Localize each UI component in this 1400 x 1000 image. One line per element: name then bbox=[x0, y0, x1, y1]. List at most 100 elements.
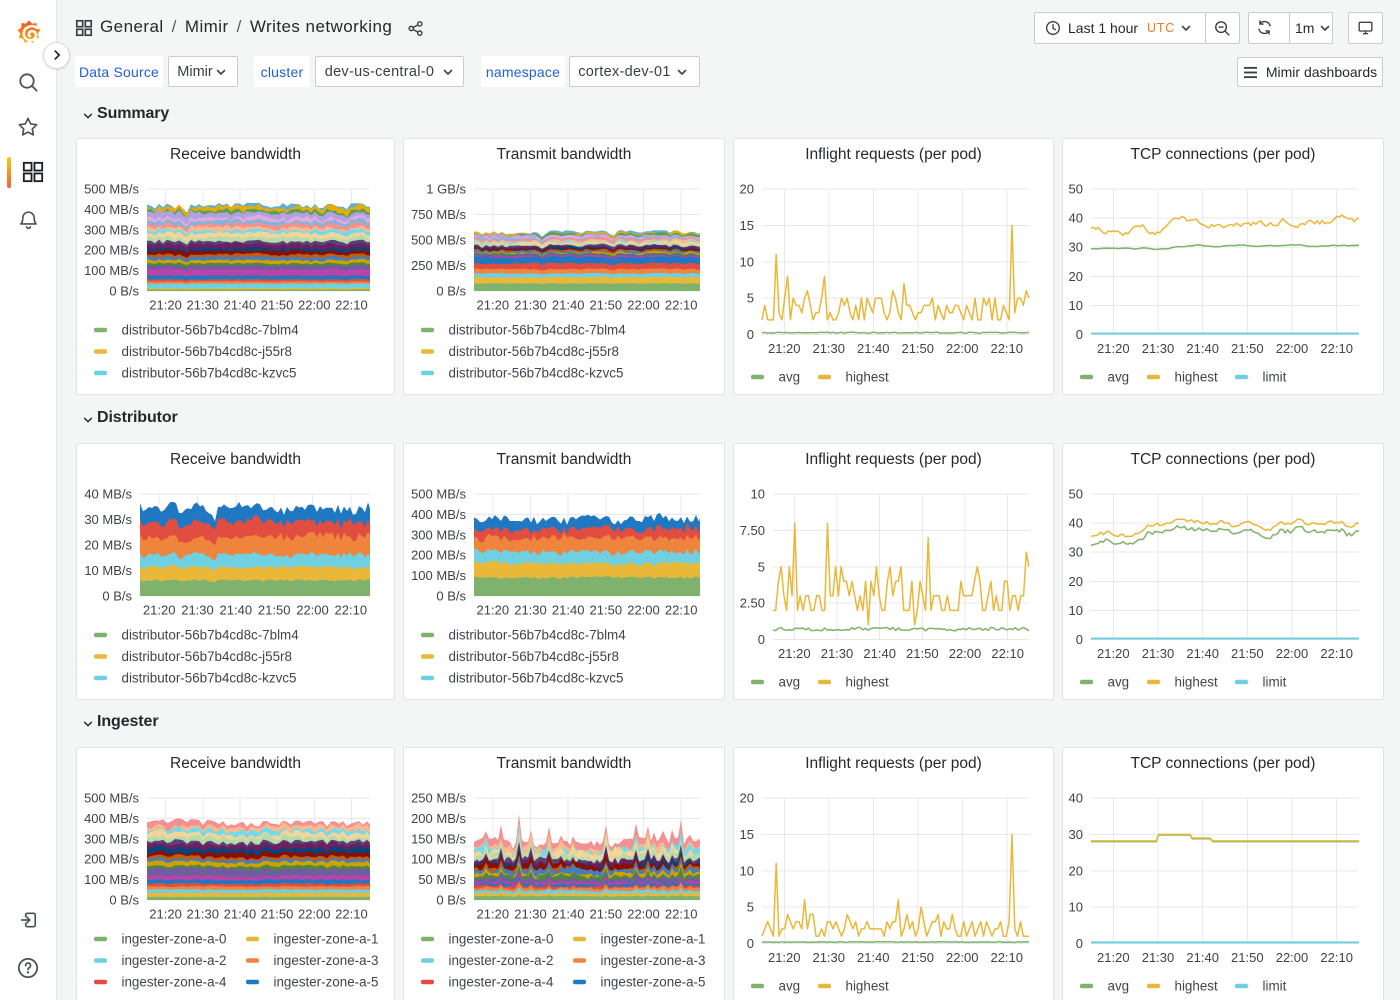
svg-text:21:40: 21:40 bbox=[1186, 950, 1219, 965]
svg-text:22:10: 22:10 bbox=[1320, 341, 1353, 356]
svg-text:22:10: 22:10 bbox=[990, 950, 1023, 965]
svg-text:20 MB/s: 20 MB/s bbox=[84, 538, 132, 553]
svg-text:21:40: 21:40 bbox=[857, 950, 890, 965]
svg-text:21:40: 21:40 bbox=[224, 907, 257, 922]
svg-text:21:20: 21:20 bbox=[768, 341, 801, 356]
svg-text:21:30: 21:30 bbox=[186, 298, 219, 313]
svg-text:21:20: 21:20 bbox=[477, 907, 510, 922]
svg-text:distributor-56b7b4cd8c-j55r8: distributor-56b7b4cd8c-j55r8 bbox=[122, 344, 292, 359]
svg-text:21:20: 21:20 bbox=[768, 950, 801, 965]
svg-text:40: 40 bbox=[1069, 791, 1083, 806]
svg-text:21:50: 21:50 bbox=[258, 603, 291, 618]
svg-text:distributor-56b7b4cd8c-kzvc5: distributor-56b7b4cd8c-kzvc5 bbox=[449, 671, 624, 686]
svg-text:distributor-56b7b4cd8c-7blm4: distributor-56b7b4cd8c-7blm4 bbox=[122, 323, 300, 338]
svg-text:0: 0 bbox=[747, 327, 754, 342]
svg-text:400 MB/s: 400 MB/s bbox=[411, 507, 466, 522]
svg-text:ingester-zone-a-5: ingester-zone-a-5 bbox=[601, 975, 706, 990]
svg-text:100 MB/s: 100 MB/s bbox=[84, 263, 139, 278]
svg-text:21:20: 21:20 bbox=[477, 603, 510, 618]
svg-text:22:10: 22:10 bbox=[665, 603, 698, 618]
svg-text:5: 5 bbox=[747, 900, 754, 915]
svg-text:40: 40 bbox=[1069, 211, 1083, 226]
svg-text:150 MB/s: 150 MB/s bbox=[411, 831, 466, 846]
svg-text:22:10: 22:10 bbox=[991, 646, 1024, 661]
svg-text:distributor-56b7b4cd8c-7blm4: distributor-56b7b4cd8c-7blm4 bbox=[449, 628, 627, 643]
svg-text:distributor-56b7b4cd8c-j55r8: distributor-56b7b4cd8c-j55r8 bbox=[449, 344, 619, 359]
svg-text:21:30: 21:30 bbox=[1142, 950, 1175, 965]
svg-text:21:40: 21:40 bbox=[1186, 341, 1219, 356]
svg-text:22:00: 22:00 bbox=[627, 603, 660, 618]
svg-text:21:50: 21:50 bbox=[906, 646, 939, 661]
svg-text:22:00: 22:00 bbox=[1276, 950, 1309, 965]
svg-text:5: 5 bbox=[758, 559, 765, 574]
svg-text:21:20: 21:20 bbox=[149, 907, 182, 922]
svg-text:distributor-56b7b4cd8c-j55r8: distributor-56b7b4cd8c-j55r8 bbox=[449, 649, 619, 664]
svg-text:ingester-zone-a-3: ingester-zone-a-3 bbox=[601, 953, 706, 968]
svg-text:0: 0 bbox=[1076, 936, 1083, 951]
svg-text:21:40: 21:40 bbox=[857, 341, 890, 356]
svg-text:ingester-zone-a-2: ingester-zone-a-2 bbox=[122, 953, 227, 968]
svg-text:22:00: 22:00 bbox=[627, 298, 660, 313]
svg-text:0 B/s: 0 B/s bbox=[436, 284, 466, 299]
svg-text:ingester-zone-a-3: ingester-zone-a-3 bbox=[274, 953, 379, 968]
svg-text:30: 30 bbox=[1069, 827, 1083, 842]
svg-text:21:30: 21:30 bbox=[821, 646, 854, 661]
svg-text:30 MB/s: 30 MB/s bbox=[84, 512, 132, 527]
svg-text:22:00: 22:00 bbox=[949, 646, 982, 661]
svg-text:50: 50 bbox=[1069, 487, 1083, 502]
svg-text:20: 20 bbox=[1069, 574, 1083, 589]
svg-text:21:40: 21:40 bbox=[220, 603, 253, 618]
svg-text:10: 10 bbox=[1069, 603, 1083, 618]
svg-text:highest: highest bbox=[846, 370, 889, 385]
svg-text:15: 15 bbox=[740, 827, 754, 842]
svg-text:21:50: 21:50 bbox=[261, 298, 294, 313]
svg-text:10: 10 bbox=[751, 487, 765, 502]
svg-text:21:30: 21:30 bbox=[514, 907, 547, 922]
svg-text:distributor-56b7b4cd8c-kzvc5: distributor-56b7b4cd8c-kzvc5 bbox=[122, 671, 297, 686]
svg-text:22:00: 22:00 bbox=[627, 907, 660, 922]
svg-text:21:30: 21:30 bbox=[812, 950, 845, 965]
svg-text:500 MB/s: 500 MB/s bbox=[411, 233, 466, 248]
svg-text:21:50: 21:50 bbox=[901, 950, 934, 965]
svg-text:500 MB/s: 500 MB/s bbox=[411, 487, 466, 502]
svg-text:40: 40 bbox=[1069, 516, 1083, 531]
svg-text:distributor-56b7b4cd8c-j55r8: distributor-56b7b4cd8c-j55r8 bbox=[122, 649, 292, 664]
svg-text:highest: highest bbox=[1175, 370, 1218, 385]
svg-text:100 MB/s: 100 MB/s bbox=[411, 568, 466, 583]
svg-text:500 MB/s: 500 MB/s bbox=[84, 182, 139, 197]
svg-text:ingester-zone-a-4: ingester-zone-a-4 bbox=[449, 975, 555, 990]
svg-text:22:10: 22:10 bbox=[335, 907, 368, 922]
svg-text:ingester-zone-a-0: ingester-zone-a-0 bbox=[449, 932, 554, 947]
svg-text:5: 5 bbox=[747, 291, 754, 306]
svg-text:20: 20 bbox=[1069, 863, 1083, 878]
svg-text:highest: highest bbox=[846, 675, 889, 690]
svg-text:0: 0 bbox=[747, 936, 754, 951]
svg-text:22:10: 22:10 bbox=[1320, 646, 1353, 661]
svg-text:21:30: 21:30 bbox=[186, 907, 219, 922]
svg-text:22:00: 22:00 bbox=[946, 950, 979, 965]
svg-text:21:50: 21:50 bbox=[1231, 950, 1264, 965]
svg-text:limit: limit bbox=[1263, 675, 1287, 690]
svg-text:500 MB/s: 500 MB/s bbox=[84, 791, 139, 806]
svg-text:22:00: 22:00 bbox=[1276, 341, 1309, 356]
svg-text:21:20: 21:20 bbox=[477, 298, 510, 313]
svg-text:10: 10 bbox=[1069, 900, 1083, 915]
svg-text:200 MB/s: 200 MB/s bbox=[84, 852, 139, 867]
svg-text:22:00: 22:00 bbox=[1276, 646, 1309, 661]
svg-text:10 MB/s: 10 MB/s bbox=[84, 563, 132, 578]
svg-text:300 MB/s: 300 MB/s bbox=[84, 222, 139, 237]
svg-text:21:40: 21:40 bbox=[1186, 646, 1219, 661]
svg-text:21:20: 21:20 bbox=[149, 298, 182, 313]
svg-text:limit: limit bbox=[1263, 370, 1287, 385]
svg-text:22:10: 22:10 bbox=[335, 603, 368, 618]
svg-text:avg: avg bbox=[1108, 370, 1130, 385]
svg-text:300 MB/s: 300 MB/s bbox=[84, 831, 139, 846]
svg-text:250 MB/s: 250 MB/s bbox=[411, 791, 466, 806]
svg-text:400 MB/s: 400 MB/s bbox=[84, 202, 139, 217]
svg-text:22:00: 22:00 bbox=[298, 298, 331, 313]
svg-text:21:50: 21:50 bbox=[1231, 341, 1264, 356]
svg-text:22:00: 22:00 bbox=[296, 603, 329, 618]
svg-text:21:30: 21:30 bbox=[812, 341, 845, 356]
svg-text:22:00: 22:00 bbox=[946, 341, 979, 356]
svg-text:21:20: 21:20 bbox=[1097, 646, 1130, 661]
